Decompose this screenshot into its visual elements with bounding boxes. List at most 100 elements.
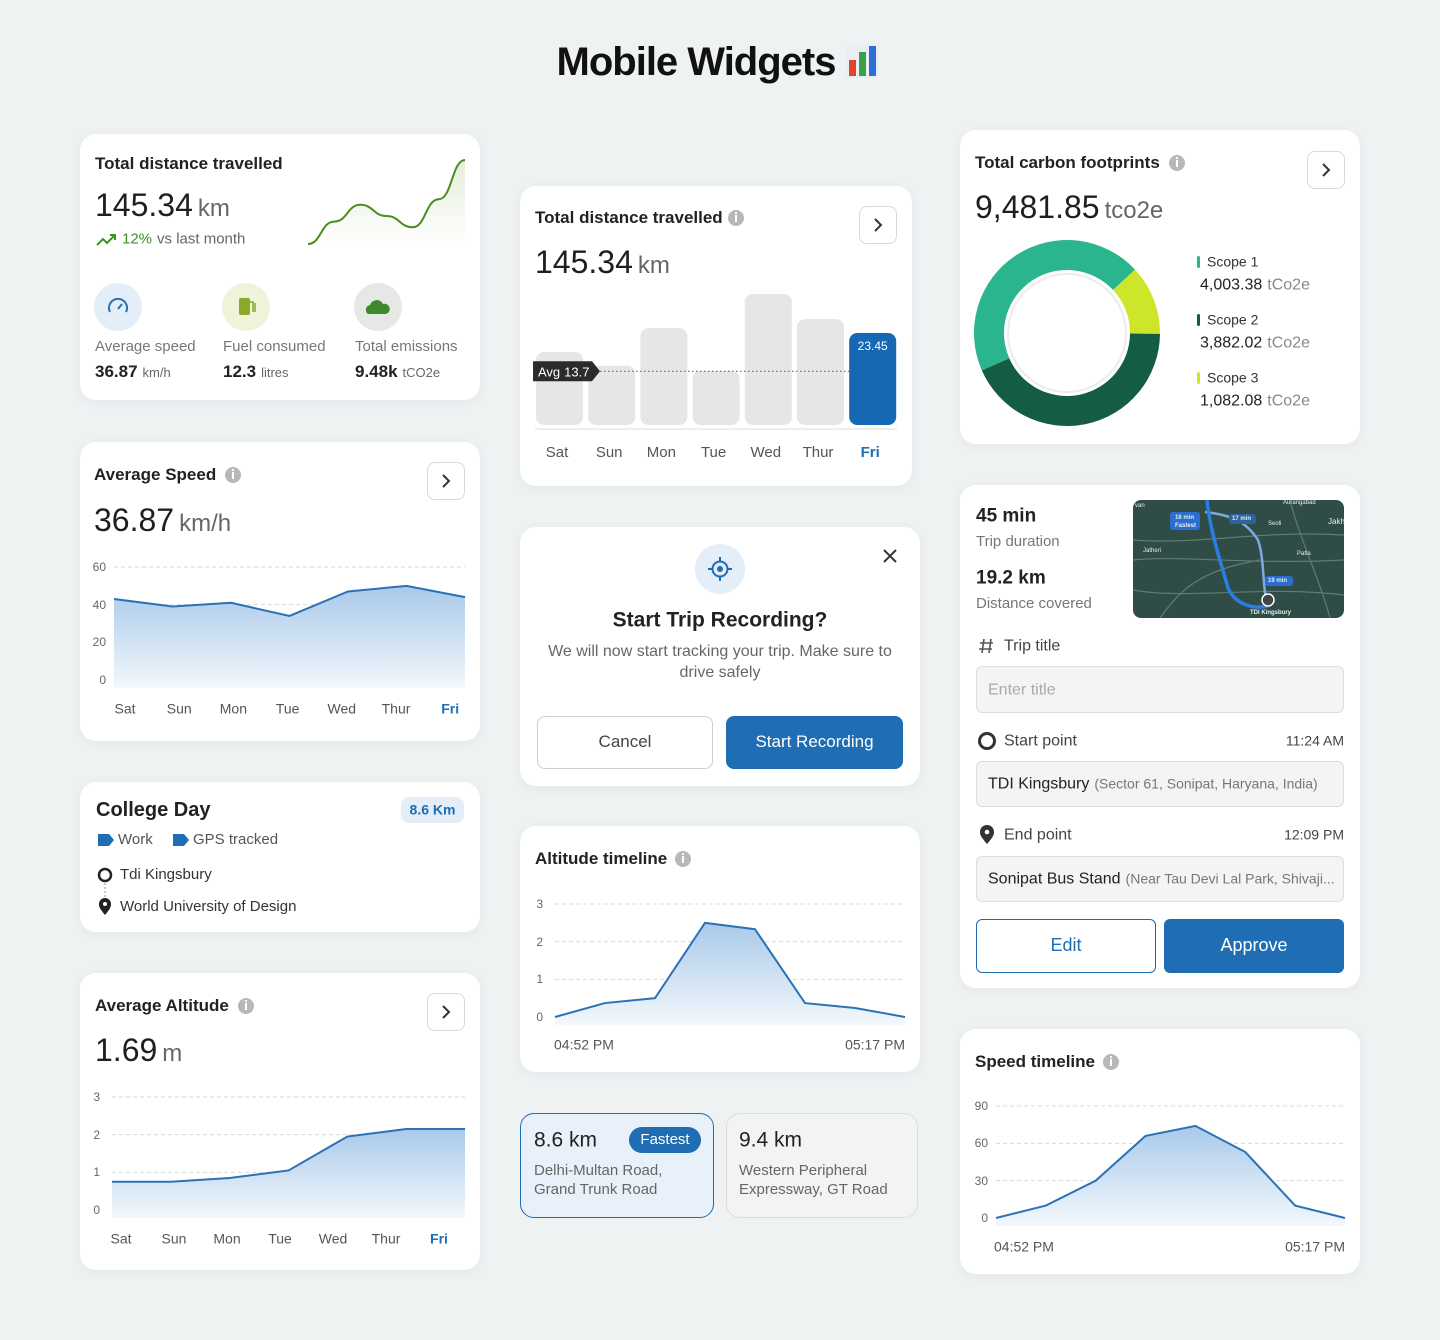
- cancel-button[interactable]: [537, 716, 713, 769]
- chevron-button[interactable]: [1307, 151, 1345, 189]
- route-distance: 8.6 km: [534, 1128, 598, 1152]
- x-tick-label: Fri: [430, 1230, 448, 1247]
- x-tick-label: Sun: [595, 444, 623, 461]
- trip-duration: 45 min: [976, 505, 1037, 527]
- legend-label: Scope 3: [1207, 369, 1259, 386]
- fastest-badge: [629, 1127, 701, 1153]
- x-tick-label: 05:17 PM: [1285, 1238, 1345, 1255]
- y-tick-label: 20: [92, 635, 106, 650]
- y-tick-label: 0: [981, 1210, 988, 1225]
- y-tick-label: 0: [536, 1009, 543, 1024]
- value-row: Sonipat Bus Stand (Near Tau Devi Lal Park…: [988, 869, 1335, 888]
- value-row: 9.48k tCO2e: [355, 362, 440, 382]
- x-tick-label: Sat: [114, 700, 136, 717]
- legend-value: 1,082.08: [1200, 392, 1263, 410]
- placeholder: Enter title: [988, 681, 1056, 699]
- x-tick-label: Fri: [860, 444, 880, 461]
- dialog-title: Start Trip Recording?: [612, 608, 828, 632]
- trip-distance: 19.2 km: [976, 567, 1046, 589]
- x-tick-label: Tue: [268, 1230, 292, 1247]
- place-name: TDI Kingsbury: [988, 775, 1090, 793]
- stat-value: 12.3: [223, 361, 257, 381]
- metric-value: 1.69: [95, 1031, 158, 1068]
- confirm-label[interactable]: Start Recording: [755, 731, 874, 751]
- stat-label: Fuel consumed: [223, 338, 326, 355]
- approve-label[interactable]: Approve: [1220, 935, 1288, 956]
- field-time: 12:09 PM: [1284, 826, 1344, 843]
- value-row: 4,003.38 tCo2e: [1200, 275, 1310, 294]
- field-label: Trip title: [1004, 637, 1061, 655]
- stat-unit: litres: [261, 364, 289, 380]
- x-tick-label: Sun: [161, 1230, 187, 1247]
- value-row: 12.3 litres: [223, 362, 289, 382]
- card-title: Total distance travelled: [95, 153, 283, 173]
- legend-value: 4,003.38: [1200, 276, 1263, 294]
- x-tick-label: Mon: [213, 1230, 241, 1247]
- field-label: End point: [1004, 826, 1072, 844]
- y-tick-label: 1: [93, 1165, 100, 1180]
- y-tick-label: 3: [93, 1089, 100, 1104]
- x-tick-label: Mon: [646, 444, 676, 461]
- value-row: 36.87 km/h: [95, 362, 171, 382]
- metric-unit: km/h: [179, 509, 232, 537]
- route-distance: 9.4 km: [739, 1128, 803, 1152]
- card-title: Total distance travelled: [535, 207, 723, 227]
- stat-label: Total emissions: [355, 338, 458, 355]
- place-address: (Sector 61, Sonipat, Haryana, India): [1094, 775, 1318, 792]
- cancel-label[interactable]: Cancel: [598, 731, 652, 751]
- y-tick-label: 30: [974, 1173, 988, 1188]
- edit-button[interactable]: [976, 919, 1156, 973]
- fastest-badge-text: Fastest: [640, 1131, 690, 1148]
- confirm-button[interactable]: [726, 716, 903, 769]
- y-tick-label: 2: [536, 934, 543, 949]
- value-row: 145.34 km: [95, 186, 230, 224]
- field-label: Start point: [1004, 732, 1077, 750]
- card-title: Speed timeline: [975, 1051, 1095, 1071]
- average-altitude-card: [80, 973, 480, 1270]
- stop: World University of Design: [120, 898, 297, 915]
- y-tick-label: 60: [974, 1136, 988, 1151]
- change: 12%: [122, 230, 153, 248]
- title-input[interactable]: [976, 666, 1344, 713]
- metric-unit: tco2e: [1104, 196, 1164, 224]
- value-row: 145.34 km: [535, 243, 670, 281]
- start-field[interactable]: [976, 761, 1344, 807]
- x-tick-label: Wed: [327, 700, 357, 717]
- card-title: Average Altitude: [95, 995, 229, 1015]
- x-tick-label: Mon: [219, 700, 248, 717]
- legend-label: Scope 1: [1207, 253, 1259, 270]
- card-title: College Day: [96, 799, 211, 821]
- route-card[interactable]: [726, 1113, 918, 1218]
- edit-label[interactable]: Edit: [1050, 935, 1082, 956]
- y-tick-label: 3: [536, 896, 543, 911]
- approve-button[interactable]: [1164, 919, 1344, 973]
- average-speed-card: [80, 442, 480, 741]
- y-tick-label: 0: [99, 672, 106, 687]
- x-tick-label: 04:52 PM: [554, 1036, 614, 1053]
- value-row: 3,882.02 tCo2e: [1200, 333, 1310, 352]
- y-tick-label: 1: [536, 972, 543, 987]
- value-row: 1,082.08 tCo2e: [1200, 391, 1310, 410]
- card-title: Average Speed: [94, 464, 217, 484]
- x-tick-label: Thur: [802, 444, 834, 461]
- place-name: Sonipat Bus Stand: [988, 870, 1121, 888]
- legend-label: Scope 2: [1207, 311, 1259, 328]
- end-field[interactable]: [976, 856, 1344, 902]
- chevron-button[interactable]: [427, 462, 465, 500]
- y-tick-label: 60: [92, 559, 106, 574]
- metric-value: 145.34: [535, 243, 633, 280]
- value-row: TDI Kingsbury (Sector 61, Sonipat, Haryan…: [988, 774, 1318, 793]
- place-address: (Near Tau Devi Lal Park, Shivaji...: [1125, 870, 1335, 887]
- tag: Work: [118, 831, 153, 848]
- stat-value: 9.48k: [355, 361, 398, 381]
- close-button[interactable]: [880, 546, 900, 566]
- x-tick-label: 05:17 PM: [845, 1036, 905, 1053]
- y-tick-label: 40: [92, 597, 106, 612]
- stat-label: Average speed: [95, 338, 196, 355]
- x-tick-label: Tue: [700, 444, 727, 461]
- x-tick-label: Thur: [371, 1230, 401, 1247]
- chevron-button[interactable]: [859, 206, 897, 244]
- x-tick-label: Sat: [545, 444, 569, 461]
- value-row: 1.69 m: [95, 1031, 182, 1069]
- chevron-button[interactable]: [427, 993, 465, 1031]
